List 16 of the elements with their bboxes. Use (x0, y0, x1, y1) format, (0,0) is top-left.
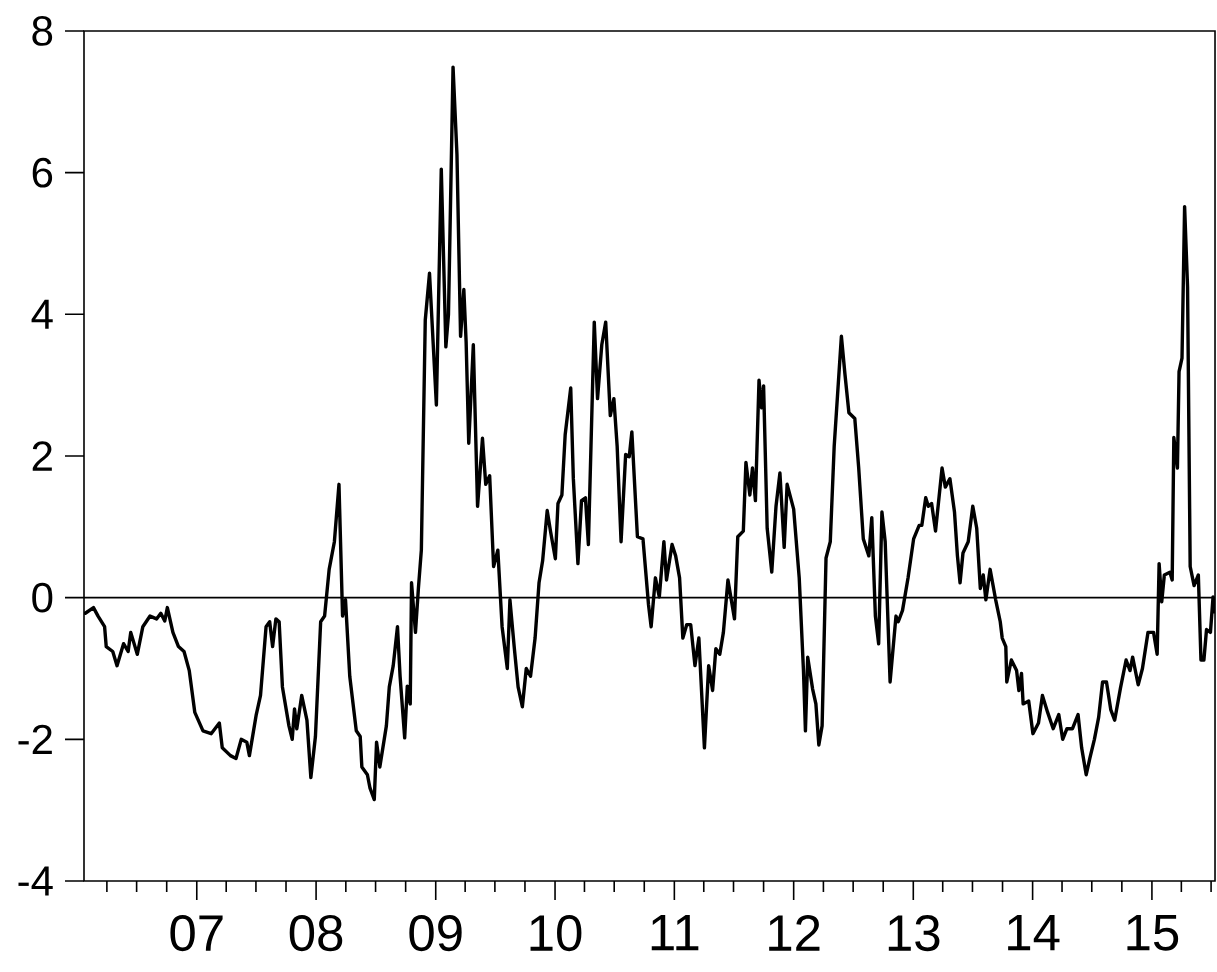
y-tick-label: -2 (18, 724, 52, 754)
y-tick-label: -4 (18, 866, 53, 896)
x-tick-label: 08 (289, 915, 343, 952)
x-tick-label: 07 (170, 915, 223, 952)
x-tick-label: 14 (1008, 915, 1060, 951)
x-tick-label: 10 (530, 915, 582, 952)
y-tick-label: 4 (31, 299, 53, 329)
x-tick-label: 11 (651, 915, 699, 951)
x-tick-label: 13 (888, 915, 940, 952)
y-tick-label: 0 (32, 582, 53, 613)
y-tick-label: 2 (32, 441, 52, 471)
y-tick-label: 6 (32, 157, 53, 188)
y-tick-label: 8 (32, 16, 53, 46)
x-tick-label: 15 (1127, 915, 1179, 951)
x-tick-label: 09 (409, 915, 462, 952)
x-tick-label: 12 (769, 915, 820, 951)
